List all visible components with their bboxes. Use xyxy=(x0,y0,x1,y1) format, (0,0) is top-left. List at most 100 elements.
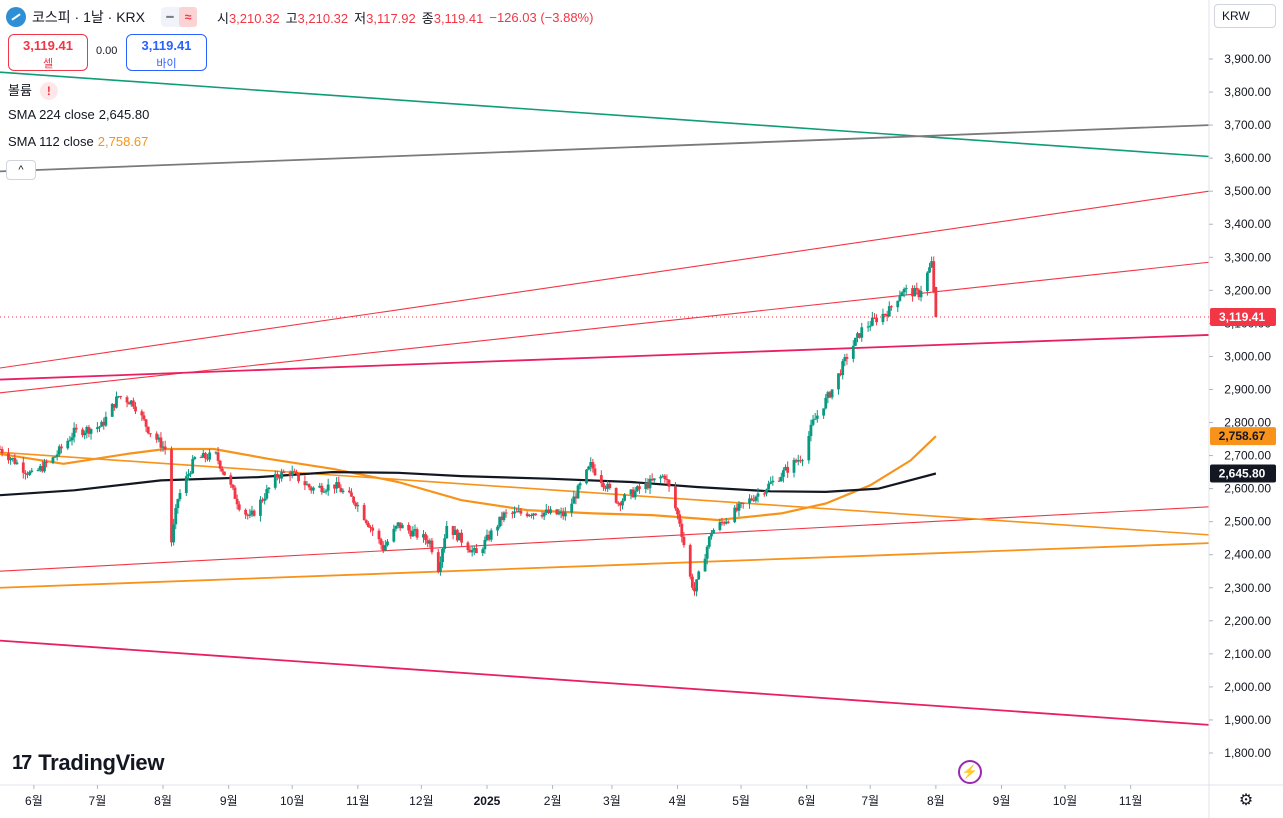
candle-body xyxy=(411,530,415,537)
sma224-indicator[interactable]: SMA 224 close 2,645.80 xyxy=(8,107,149,122)
candle-body xyxy=(297,473,300,482)
candle-body xyxy=(771,480,775,483)
candle-body xyxy=(697,571,701,580)
trendline-red-upper xyxy=(0,190,1210,369)
candle-body xyxy=(203,452,207,459)
sell-button[interactable]: 3,119.41 셀 xyxy=(8,34,88,71)
candle-body xyxy=(55,454,59,457)
ohlc-close: 종3,119.41 xyxy=(421,10,484,26)
candle-body xyxy=(362,505,366,521)
candle-body xyxy=(889,306,893,308)
sma224-value: 2,645.80 xyxy=(98,107,150,122)
candle-body xyxy=(148,433,152,435)
approx-icon[interactable]: ≈ xyxy=(178,7,197,27)
candle-body xyxy=(837,373,840,390)
candle-body xyxy=(248,514,252,516)
candle-body xyxy=(377,530,381,540)
currency-selector[interactable]: KRW xyxy=(1214,4,1276,28)
candle-body xyxy=(623,494,627,501)
candle-body xyxy=(741,502,745,504)
candle-body xyxy=(102,421,106,426)
price-tick-label: 2,400.00 xyxy=(1224,548,1271,562)
symbol-title[interactable]: 코스피 · 1날 · KRX xyxy=(32,9,145,25)
candle-body xyxy=(722,522,726,524)
candle-body xyxy=(881,313,885,323)
candle-body xyxy=(392,528,396,542)
time-tick-label: 8월 xyxy=(927,794,945,808)
warning-icon[interactable]: ! xyxy=(39,82,58,100)
candle-body xyxy=(680,523,684,537)
price-change: −126.03 (−3.88%) xyxy=(489,9,594,25)
candle-body xyxy=(146,426,150,434)
sma112-indicator[interactable]: SMA 112 close 2,758.67 xyxy=(8,134,148,149)
trendline-orange-upper xyxy=(0,451,1210,536)
candle-body xyxy=(570,503,574,513)
candle-body xyxy=(856,333,859,338)
lightning-event-icon[interactable]: ⚡ xyxy=(958,760,982,784)
spread-value: 0.00 xyxy=(96,45,118,57)
candle-body xyxy=(502,512,506,520)
chart-symbol-icon[interactable] xyxy=(6,7,26,27)
candle-body xyxy=(451,525,455,535)
candle-body xyxy=(930,261,934,268)
candle-body xyxy=(661,475,665,477)
candle-body xyxy=(144,419,148,427)
candle-body xyxy=(280,471,284,479)
candle-body xyxy=(134,406,137,412)
candle-body xyxy=(189,473,192,475)
candle-body xyxy=(70,437,74,441)
candle-body xyxy=(43,461,46,472)
candle-body xyxy=(676,508,679,515)
trendline-teal xyxy=(0,71,1210,158)
price-tick-label: 3,300.00 xyxy=(1224,250,1271,264)
collapse-legend-button[interactable]: ^ xyxy=(6,160,36,180)
candle-body xyxy=(828,392,832,398)
candle-body xyxy=(885,314,889,317)
candle-body xyxy=(663,475,667,479)
price-tick-label: 2,300.00 xyxy=(1224,581,1271,595)
candle-body xyxy=(934,286,938,317)
buy-button[interactable]: 3,119.41 바이 xyxy=(126,34,207,71)
candle-body xyxy=(735,507,739,511)
candle-body xyxy=(796,460,800,462)
price-tick-label: 2,900.00 xyxy=(1224,382,1271,396)
candle-body xyxy=(925,272,929,292)
candle-body xyxy=(261,499,264,501)
candle-body xyxy=(468,549,472,553)
candle-body xyxy=(561,511,565,517)
time-tick-label: 12월 xyxy=(409,794,433,808)
candle-body xyxy=(883,313,887,315)
candle-body xyxy=(591,462,595,469)
candle-body xyxy=(839,373,842,376)
candle-body xyxy=(170,449,173,543)
candle-body xyxy=(913,288,917,297)
candle-body xyxy=(703,558,707,572)
candle-body xyxy=(801,460,804,462)
candle-body xyxy=(28,471,32,475)
buy-label: 바이 xyxy=(156,58,177,70)
candle-body xyxy=(928,267,931,273)
candle-body xyxy=(356,505,360,507)
candle-body xyxy=(720,521,724,523)
tradingview-logo[interactable]: 17 TradingView xyxy=(12,750,164,776)
candle-body xyxy=(695,579,699,592)
volume-indicator[interactable]: 볼륨! xyxy=(8,80,58,100)
gear-icon[interactable]: ⚙ xyxy=(1238,792,1254,809)
time-tick-label: 2025 xyxy=(474,794,501,808)
candle-body xyxy=(896,300,900,308)
candle-body xyxy=(216,452,220,461)
price-tick-label: 2,200.00 xyxy=(1224,614,1271,628)
candle-body xyxy=(85,427,89,433)
candle-body xyxy=(578,483,582,486)
chart-mode-toggle[interactable]: ━ ≈ xyxy=(160,7,197,27)
candle-body xyxy=(824,397,828,409)
candle-body xyxy=(826,392,830,398)
minus-icon[interactable]: ━ xyxy=(166,10,174,24)
time-tick-label: 4월 xyxy=(669,794,687,808)
candle-body xyxy=(873,317,876,319)
candle-body xyxy=(633,490,637,498)
candle-body xyxy=(252,510,256,516)
price-tick-label: 2,600.00 xyxy=(1224,482,1271,496)
